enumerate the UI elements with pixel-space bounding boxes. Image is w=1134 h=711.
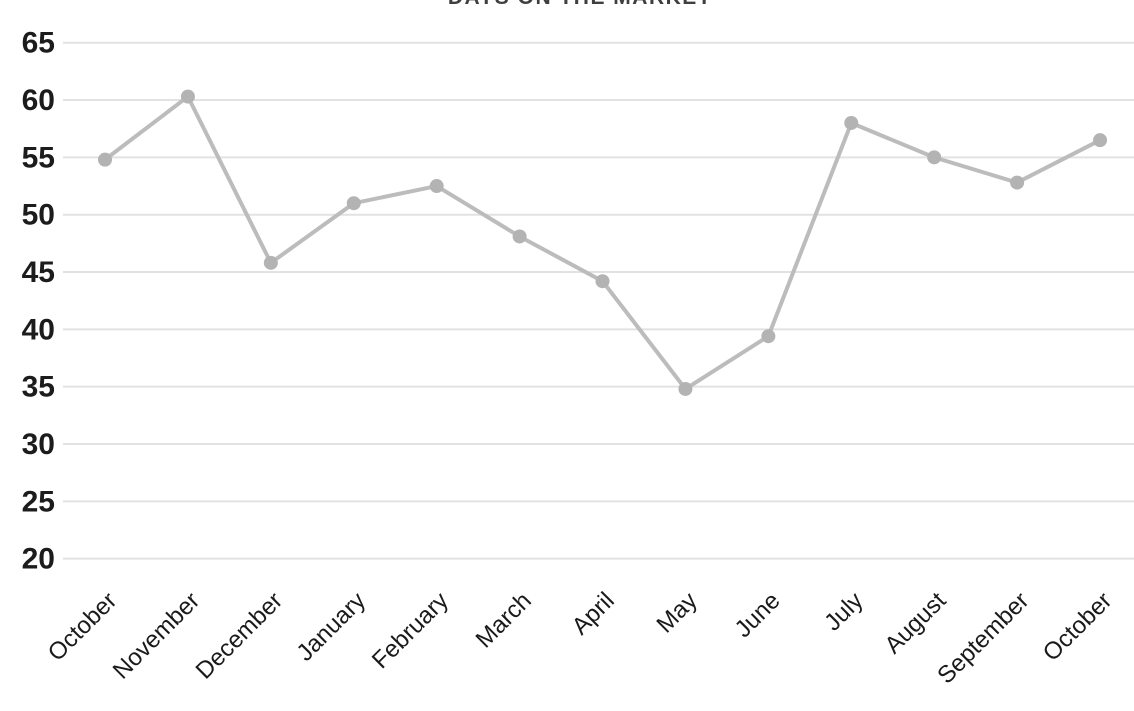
data-point-marker bbox=[512, 229, 527, 244]
y-axis-tick-label: 55 bbox=[22, 141, 55, 174]
y-axis-tick-label: 35 bbox=[22, 371, 55, 404]
x-axis-tick-label: January bbox=[292, 587, 371, 666]
y-axis-tick-label: 60 bbox=[22, 84, 55, 117]
data-point-marker bbox=[346, 196, 361, 211]
x-axis-tick-label: June bbox=[730, 587, 786, 643]
x-axis-tick-label: March bbox=[471, 587, 537, 653]
data-point-marker bbox=[927, 150, 942, 165]
y-axis-tick-label: 30 bbox=[22, 428, 55, 461]
x-axis-tick-label: October bbox=[43, 587, 122, 666]
y-axis-tick-label: 20 bbox=[22, 543, 55, 576]
data-point-marker bbox=[98, 152, 112, 167]
data-point-marker bbox=[429, 179, 444, 194]
x-axis-tick-label: July bbox=[819, 587, 868, 636]
data-point-marker bbox=[678, 381, 693, 396]
y-axis-tick-label: 45 bbox=[22, 256, 55, 289]
y-axis-tick-label: 40 bbox=[22, 313, 55, 346]
data-point-marker bbox=[180, 89, 195, 104]
data-point-marker bbox=[844, 115, 859, 130]
y-axis-tick-label: 65 bbox=[22, 27, 55, 60]
chart-title: DAYS ON THE MARKET bbox=[13, 0, 1134, 10]
x-axis-tick-label: May bbox=[652, 587, 703, 638]
data-point-marker bbox=[761, 329, 776, 344]
y-axis-tick-label: 50 bbox=[22, 199, 55, 232]
x-axis-tick-label: October bbox=[1038, 587, 1117, 666]
data-point-marker bbox=[1010, 175, 1025, 190]
x-axis-tick-label: December bbox=[191, 587, 288, 684]
x-axis-tick-label: August bbox=[880, 587, 952, 659]
x-axis-tick-label: April bbox=[567, 587, 620, 640]
x-axis-tick-label: November bbox=[108, 587, 205, 684]
data-point-marker bbox=[263, 255, 278, 270]
x-axis-tick-label: February bbox=[367, 587, 454, 674]
data-point-marker bbox=[595, 274, 610, 289]
data-point-marker bbox=[1093, 133, 1108, 148]
data-series-line bbox=[103, 94, 1103, 391]
y-axis-tick-label: 25 bbox=[22, 485, 55, 518]
